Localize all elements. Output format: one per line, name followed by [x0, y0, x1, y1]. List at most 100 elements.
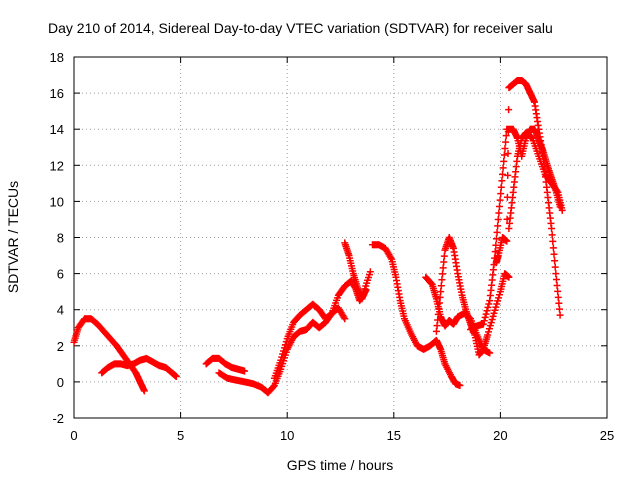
data-point [491, 248, 499, 256]
data-point [456, 382, 464, 390]
data-point [486, 322, 494, 330]
data-point [282, 338, 290, 346]
data-point [554, 287, 562, 295]
data-point [483, 307, 491, 315]
series-arc-6 [341, 239, 370, 303]
data-point [495, 291, 503, 299]
data-point [554, 293, 562, 301]
data-point [491, 306, 499, 314]
y-tick-label: 10 [50, 194, 64, 209]
x-axis-label: GPS time / hours [287, 457, 394, 473]
data-point [555, 305, 563, 313]
data-point [366, 268, 374, 276]
axis-ticks [73, 56, 608, 419]
series-arc-3 [202, 354, 249, 375]
x-tick-label: 25 [600, 428, 614, 443]
data-point [484, 303, 492, 311]
data-point [482, 310, 490, 318]
data-point [485, 300, 493, 308]
data-point [548, 231, 556, 239]
data-point [495, 294, 503, 302]
data-point [558, 206, 566, 214]
data-points [70, 76, 566, 397]
data-point [490, 309, 498, 317]
data-point [439, 264, 447, 272]
data-point [552, 276, 560, 284]
y-tick-label: 0 [57, 375, 64, 390]
data-point [487, 319, 495, 327]
chart-title: Day 210 of 2014, Sidereal Day-to-day VTE… [48, 20, 553, 36]
data-point [502, 132, 510, 140]
data-point [495, 203, 503, 211]
x-tick-label: 20 [493, 428, 507, 443]
data-point [281, 341, 289, 349]
data-point [492, 235, 500, 243]
data-point [504, 171, 512, 179]
series-arc-2 [98, 354, 180, 380]
y-tick-label: -2 [52, 411, 64, 426]
data-point [505, 273, 513, 281]
y-tick-label: 14 [50, 122, 64, 137]
data-point [387, 254, 395, 262]
data-point [494, 297, 502, 305]
data-point [500, 151, 508, 159]
data-point [549, 237, 557, 245]
data-point [498, 177, 506, 185]
data-point [504, 149, 512, 157]
data-point [280, 344, 288, 352]
data-point [494, 222, 502, 230]
data-point [427, 279, 435, 287]
data-point [485, 325, 493, 333]
data-point [489, 312, 497, 320]
data-point [484, 331, 492, 339]
data-point [551, 257, 559, 265]
y-tick-label: 16 [50, 86, 64, 101]
series-arc-4 [215, 268, 374, 397]
data-point [496, 196, 504, 204]
data-point [550, 250, 558, 258]
y-axis-label: SDTVAR / TECUs [5, 181, 21, 293]
data-point [437, 282, 445, 290]
series-arc-1 [70, 315, 148, 395]
data-point [278, 353, 286, 361]
data-point [504, 128, 512, 136]
x-tick-labels: 0 5 10 15 20 25 [70, 428, 614, 443]
y-tick-label: 18 [50, 50, 64, 65]
data-point [497, 190, 505, 198]
data-point [553, 281, 561, 289]
data-point [486, 349, 494, 357]
series-arc-7 [368, 241, 464, 390]
data-point [480, 317, 488, 325]
data-point [277, 356, 285, 364]
y-tick-label: 8 [57, 231, 64, 246]
series-arc-5 [270, 300, 349, 382]
data-point [280, 347, 288, 355]
x-tick-label: 0 [70, 428, 77, 443]
data-point [485, 328, 493, 336]
y-tick-labels: -2 0 2 4 6 8 10 12 14 16 18 [50, 50, 64, 426]
data-point [556, 311, 564, 319]
data-point [502, 138, 510, 146]
data-point [440, 252, 448, 260]
x-tick-label: 5 [177, 428, 184, 443]
data-point [505, 106, 513, 114]
data-point [241, 367, 249, 375]
data-point [438, 276, 446, 284]
data-point [437, 288, 445, 296]
grid-lines [74, 57, 607, 418]
x-tick-label: 10 [280, 428, 294, 443]
data-point [340, 313, 348, 321]
data-point [341, 315, 349, 323]
data-point [440, 258, 448, 266]
data-point [492, 303, 500, 311]
data-point [499, 170, 507, 178]
data-point [495, 209, 503, 217]
series-arc-11 [492, 76, 564, 319]
data-point [439, 270, 447, 278]
data-point [488, 315, 496, 323]
data-point [140, 387, 148, 395]
y-tick-label: 2 [57, 339, 64, 354]
data-point [279, 350, 287, 358]
data-point [503, 237, 511, 245]
